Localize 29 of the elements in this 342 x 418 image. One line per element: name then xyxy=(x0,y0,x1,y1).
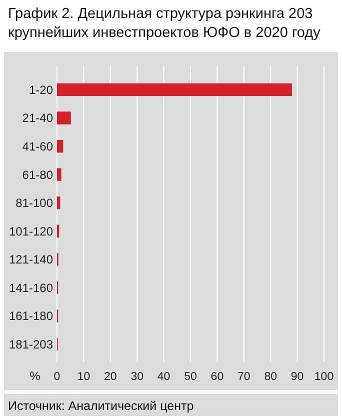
y-tick-label: 41-60 xyxy=(22,139,54,154)
x-tick-label: 40 xyxy=(157,371,170,383)
y-tick-label: 181-203 xyxy=(8,338,54,352)
x-tick-label: 100 xyxy=(314,371,334,383)
x-axis-title: % xyxy=(30,369,41,383)
chart-title: График 2. Децильная структура рэнкинга 203 крупнейших инвестпроектов ЮФО в 2020 году xyxy=(8,6,322,41)
x-tick-label: 20 xyxy=(104,371,117,383)
y-tick-label: 101-120 xyxy=(8,224,54,238)
bar xyxy=(57,196,60,210)
bar xyxy=(57,83,292,96)
bar xyxy=(57,112,71,124)
x-tick-label: 60 xyxy=(210,371,224,383)
y-tick-label: 21-40 xyxy=(22,111,54,126)
y-tick-label: 121-140 xyxy=(8,252,54,267)
x-tick-label: 30 xyxy=(130,371,144,383)
x-tick-label: 50 xyxy=(184,371,197,383)
y-tick-label: 61-80 xyxy=(22,168,54,182)
x-tick-label: 10 xyxy=(77,371,90,383)
x-tick-label: 90 xyxy=(290,371,304,383)
x-tick-label: 80 xyxy=(264,371,277,383)
y-tick-label: 1-20 xyxy=(28,82,54,97)
y-tick-label: 141-160 xyxy=(8,280,54,295)
x-tick-label: 70 xyxy=(238,371,250,383)
bar xyxy=(57,140,64,153)
x-tick-label: 0 xyxy=(54,371,60,383)
text: Источник: Аналитический центр xyxy=(8,399,194,413)
y-tick-label: 161-180 xyxy=(8,309,54,324)
y-tick-label: 81-100 xyxy=(16,196,54,210)
bar xyxy=(57,168,62,181)
